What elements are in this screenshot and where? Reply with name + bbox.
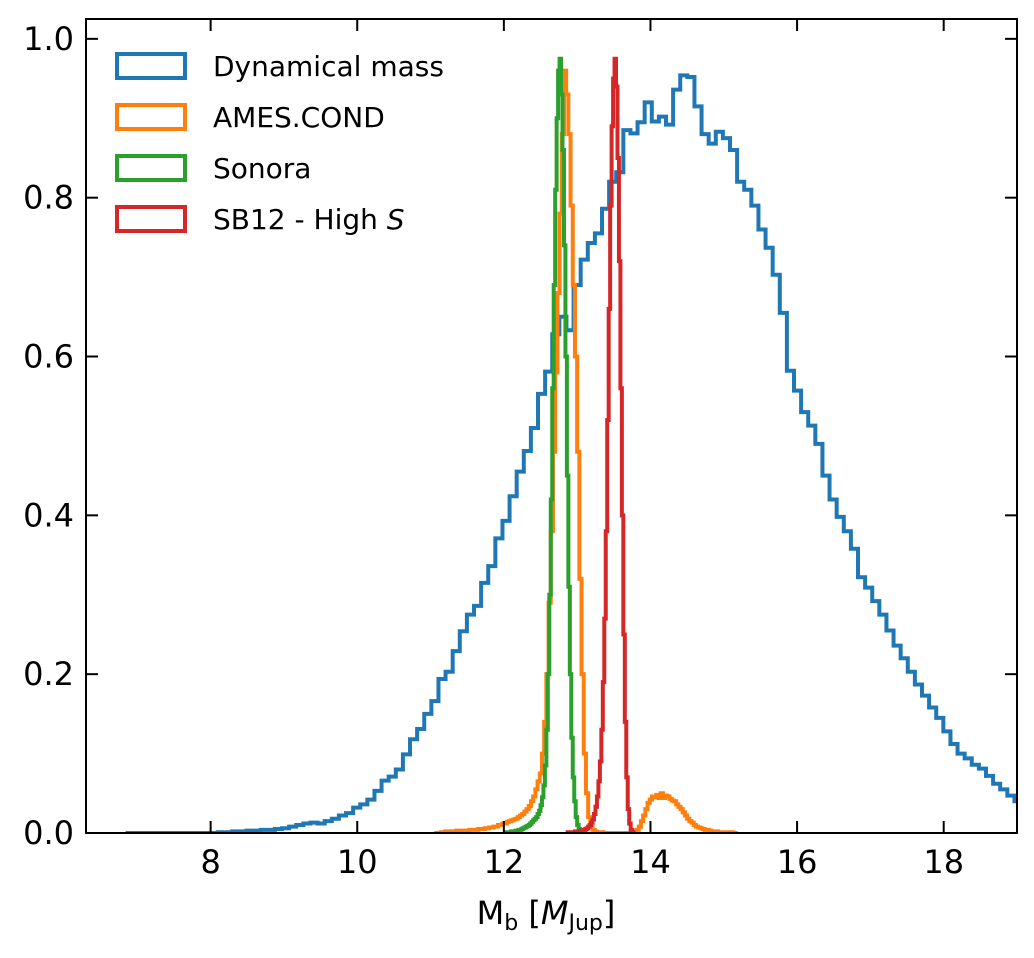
x-tick-label-5: 18: [923, 843, 964, 881]
y-tick-label-4: 0.8: [23, 179, 74, 217]
x-axis-label: Mb [MJup]: [477, 894, 616, 936]
x-axis-label-unit-close: ]: [603, 894, 615, 932]
x-tick-label-3: 14: [630, 843, 671, 881]
legend-swatch-3: [115, 205, 187, 233]
y-tick-label-3: 0.6: [23, 338, 74, 376]
x-tick-label-1: 10: [337, 843, 378, 881]
series-line-2: [503, 56, 588, 833]
legend-swatch-2: [115, 154, 187, 182]
y-tick-label-5: 1.0: [23, 20, 74, 58]
series-line-3: [565, 56, 636, 833]
series-layer: [125, 56, 1017, 833]
tick-labels-layer: 8 10 12 14 16 18 0.0 0.2 0.4 0.6 0.8 1.0: [23, 20, 964, 881]
y-tick-label-1: 0.2: [23, 655, 74, 693]
legend-label-1: AMES.COND: [213, 101, 385, 134]
x-axis-label-unit-sub: Jup: [566, 911, 602, 936]
x-tick-label-0: 8: [200, 843, 220, 881]
y-tick-label-0: 0.0: [23, 814, 74, 852]
legend-swatch-0: [115, 52, 187, 80]
legend-label-3: SB12 - High S: [213, 203, 405, 236]
legend-swatch-1: [115, 103, 187, 131]
x-axis-label-main: M: [477, 894, 505, 932]
x-axis-label-sub: b: [504, 911, 518, 936]
x-tick-label-2: 12: [483, 843, 524, 881]
legend-label-2: Sonora: [213, 152, 311, 185]
x-tick-label-4: 16: [777, 843, 818, 881]
legend: Dynamical mass AMES.COND Sonora SB12 - High…: [115, 50, 444, 236]
series-line-0: [125, 73, 1017, 833]
plot-frame: [85, 18, 1018, 834]
legend-label-0: Dynamical mass: [213, 50, 444, 83]
x-axis-label-unit-main: M: [541, 894, 569, 932]
y-tick-label-2: 0.4: [23, 496, 74, 534]
series-line-1: [434, 68, 738, 833]
x-axis-label-unit-open: [: [518, 894, 541, 932]
ticks-layer: [86, 19, 1017, 834]
